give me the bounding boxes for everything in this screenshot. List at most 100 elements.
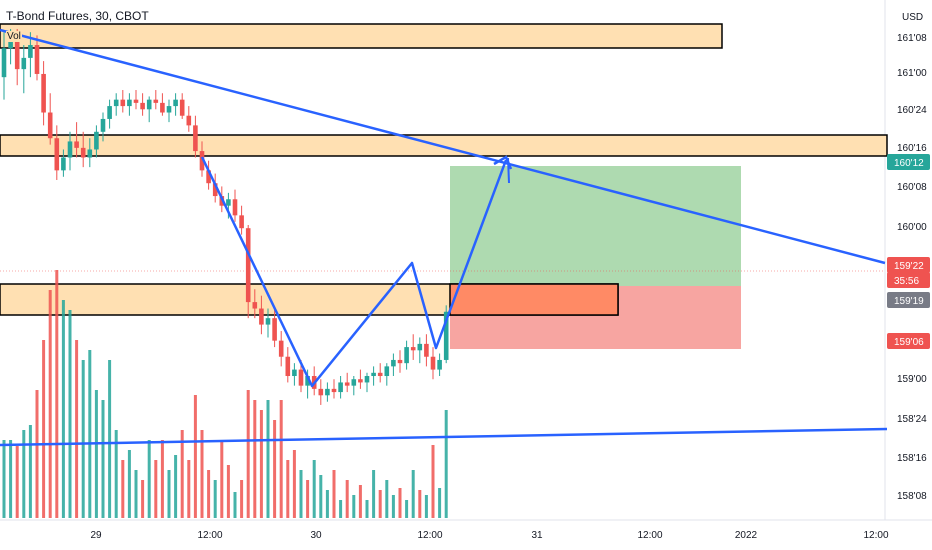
candle-body [94,131,99,150]
candle-body [338,382,343,393]
candle-body [173,99,178,107]
candle-body [377,372,383,377]
volume-bar [141,480,145,518]
volume-bar [418,490,422,518]
volume-bar [220,440,224,518]
candle-body [364,376,370,383]
candle-body [1,48,7,78]
volume-bar [200,430,204,518]
volume-bar [174,455,178,518]
volume-bar [259,410,263,518]
candle-body [298,369,304,386]
candle-body [127,99,132,107]
candle-body [265,318,271,325]
volume-bar [411,470,415,518]
volume-bar [279,400,283,518]
volume-bar [75,340,79,518]
time-tick-label: 29 [90,530,102,541]
volume-bar [193,395,197,518]
projection-arrowhead [493,155,513,170]
projection-path[interactable] [200,156,508,388]
candle-body [140,102,145,110]
candle-body [417,343,423,351]
candle-body [133,99,139,103]
candle-body [120,99,126,107]
time-tick-label: 12:00 [417,530,442,541]
candle-body [80,147,86,158]
volume-bar [391,495,395,518]
volume-bar [253,400,257,518]
candle-body [179,99,185,116]
candle-body [193,125,198,152]
resistance-zone-top[interactable] [0,23,723,49]
candle-body [74,141,79,148]
downtrend-line[interactable] [0,28,886,265]
candle-body [285,356,291,377]
volume-bar [312,460,316,518]
volume-bar [88,350,92,518]
volume-bar [325,490,329,518]
candle-body [47,112,53,139]
price-tick-label: 159'00 [897,374,927,385]
volume-bar [160,440,164,518]
candle-body [100,118,106,132]
price-tick-label: 160'08 [897,182,927,193]
price-tag-label: 159'22 [894,261,924,272]
volume-bar [246,390,250,518]
currency-label: USD [902,12,923,23]
candle-body [206,170,211,184]
time-tick-label: 31 [531,530,543,541]
candle-body [272,318,277,341]
volume-bar [101,400,105,518]
volume-bar [398,488,402,518]
candle-body [107,106,112,119]
target-zone[interactable] [450,166,741,286]
candle-body [292,369,297,377]
volume-bar [167,470,171,518]
time-tick-label: 2022 [735,530,758,541]
candle-body [443,311,449,360]
volume-label: Vol [6,31,22,42]
volume-bar [207,470,211,518]
time-axis[interactable]: 29 12:00 30 12:00 31 12:00 2022 12:00 [90,530,889,541]
volume-bar [2,440,6,518]
price-tag-label: 159'19 [894,296,924,307]
volume-bar [94,390,98,518]
volume-bar [352,495,356,518]
volume-bar [431,445,435,518]
volume-bar [127,450,131,518]
candle-body [21,57,27,70]
volume-bar [9,440,13,518]
candle-body [325,388,330,396]
candle-body [305,376,310,386]
candle-body [232,199,238,216]
candle-body [437,359,442,370]
candle-body [430,356,436,370]
price-tag [887,272,930,288]
entry-zone[interactable] [449,283,619,316]
candle-body [371,372,376,377]
time-tick-label: 12:00 [197,530,222,541]
candle-body [278,340,284,357]
candle-body [153,99,159,103]
candle-body [199,151,205,171]
candle-body [331,388,337,393]
candle-body [358,379,363,383]
volume-bar [306,480,310,518]
candle-body [391,359,396,367]
candle-body [252,302,258,309]
candle-body [166,106,172,113]
candle-body [8,37,13,49]
candle-body [424,343,429,357]
candle-body [34,45,40,74]
price-tick-label: 160'00 [897,222,927,233]
symbol-title[interactable]: T-Bond Futures, 30, CBOT [6,9,149,23]
price-tick-label: 161'08 [897,33,927,44]
candle-body [239,215,244,229]
volume-bar [147,440,151,518]
candle-body [160,102,165,113]
volume-trend-line[interactable] [0,427,888,447]
volume-bar [424,495,428,518]
volume-bar [114,430,118,518]
